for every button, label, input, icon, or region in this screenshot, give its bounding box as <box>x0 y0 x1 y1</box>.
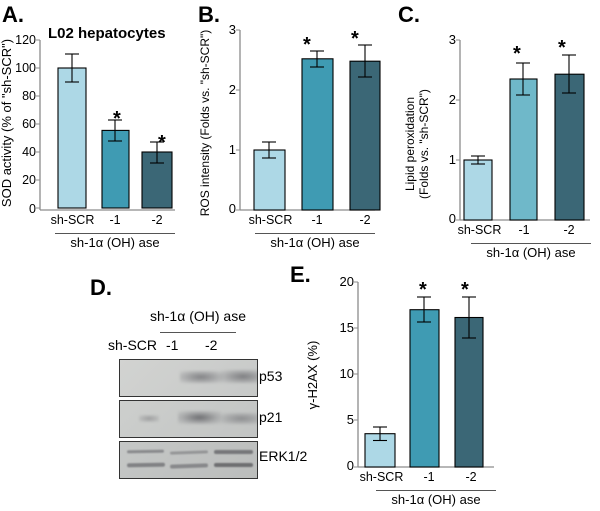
svg-text:0: 0 <box>229 201 236 216</box>
svg-text:0: 0 <box>347 458 354 473</box>
svg-text:3: 3 <box>229 22 236 37</box>
svg-text:2: 2 <box>449 92 456 107</box>
svg-text:0: 0 <box>29 202 36 216</box>
svg-text:2: 2 <box>229 82 236 97</box>
svg-text:100: 100 <box>15 61 36 75</box>
svg-text:3: 3 <box>449 32 456 47</box>
svg-text:40: 40 <box>22 145 36 159</box>
svg-text:80: 80 <box>22 89 36 103</box>
svg-text:120: 120 <box>15 33 36 47</box>
svg-text:1: 1 <box>449 152 456 167</box>
svg-text:1: 1 <box>229 142 236 157</box>
svg-text:10: 10 <box>340 366 354 381</box>
svg-text:0: 0 <box>449 211 456 226</box>
svg-text:20: 20 <box>340 274 354 289</box>
svg-text:15: 15 <box>340 320 354 335</box>
svg-text:60: 60 <box>22 117 36 131</box>
svg-text:20: 20 <box>22 173 36 187</box>
svg-text:5: 5 <box>347 412 354 427</box>
